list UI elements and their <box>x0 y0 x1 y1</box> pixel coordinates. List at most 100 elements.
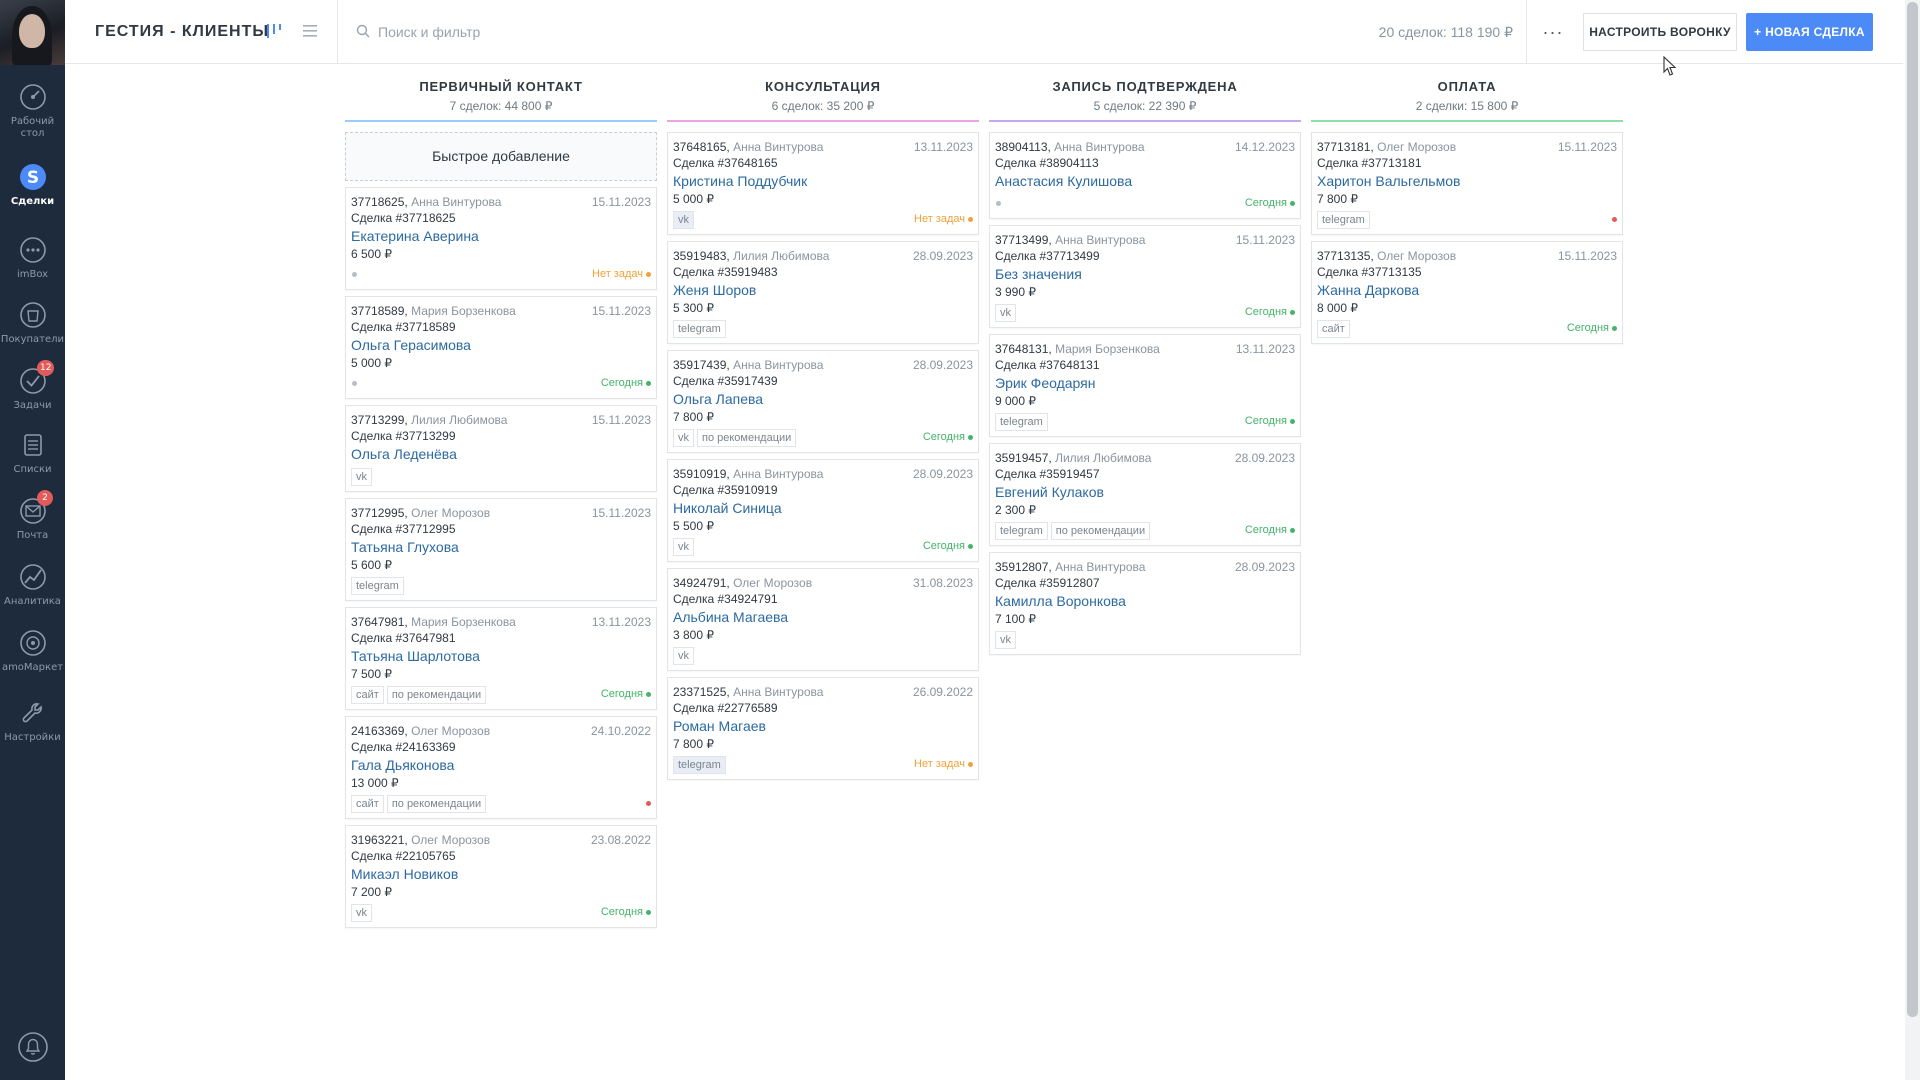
contact-link[interactable]: Харитон Вальгельмов <box>1317 173 1461 189</box>
contact-link[interactable]: Гала Дьяконова <box>351 757 455 773</box>
deal-tag[interactable]: telegram <box>995 522 1048 540</box>
deal-card[interactable]: 24163369, Олег Морозов 24.10.2022 Сделка #… <box>345 716 657 819</box>
deal-card[interactable]: 31963221, Олег Морозов 23.08.2022 Сделка #… <box>345 825 657 928</box>
scrollbar-thumb[interactable] <box>1907 2 1918 1017</box>
vertical-scrollbar[interactable] <box>1905 0 1920 1080</box>
deal-card[interactable]: 35919483, Лилия Любимова 28.09.2023 Сделка… <box>667 241 979 344</box>
sidebar-item-mail[interactable]: 2 Почта <box>0 490 65 542</box>
deal-tag[interactable]: vk <box>995 304 1016 322</box>
deal-tag[interactable]: vk <box>673 538 694 556</box>
empty-tags-dot <box>352 381 357 386</box>
deal-card[interactable]: 38904113, Анна Винтурова 14.12.2023 Сделка… <box>989 132 1301 219</box>
sidebar-item-tasks[interactable]: 12 Задачи <box>0 360 65 412</box>
notifications-bell-icon[interactable] <box>17 1030 49 1064</box>
deal-card[interactable]: 37713181, Олег Морозов 15.11.2023 Сделка #… <box>1311 132 1623 235</box>
status-dot <box>646 909 651 915</box>
deal-tag[interactable]: vk <box>673 211 694 229</box>
contact-link[interactable]: Татьяна Шарлотова <box>351 648 480 664</box>
deal-card[interactable]: 37718589, Мария Борзенкова 15.11.2023 Сдел… <box>345 296 657 399</box>
deal-tag[interactable]: vk <box>351 468 372 486</box>
deal-tag[interactable]: по рекомендации <box>1050 522 1151 540</box>
kanban-view-icon[interactable] <box>265 22 283 40</box>
sidebar-item-label: Сделки <box>10 196 55 207</box>
deal-card[interactable]: 37647981, Мария Борзенкова 13.11.2023 Сдел… <box>345 607 657 710</box>
deal-tag[interactable]: vk <box>995 631 1016 649</box>
new-deal-button[interactable]: + НОВАЯ СДЕЛКА <box>1746 13 1873 51</box>
contact-link[interactable]: Альбина Магаева <box>673 609 789 625</box>
sidebar-item-lists[interactable]: Списки <box>0 430 65 476</box>
deal-tag[interactable]: по рекомендации <box>386 795 487 813</box>
deal-card[interactable]: 37713299, Лилия Любимова 15.11.2023 Сделка… <box>345 405 657 492</box>
responsible-user: Олег Морозов <box>411 724 491 738</box>
column-summary: 5 сделок: 22 390 ₽ <box>1093 99 1197 113</box>
more-options-button[interactable]: ··· <box>1538 18 1568 46</box>
deal-tag[interactable]: сайт <box>351 686 384 704</box>
quick-add-button[interactable]: Быстрое добавление <box>345 132 657 181</box>
deal-card[interactable]: 35910919, Анна Винтурова 28.09.2023 Сделка… <box>667 459 979 562</box>
deal-tag[interactable]: telegram <box>673 756 726 774</box>
deal-tag[interactable]: telegram <box>1317 211 1370 229</box>
contact-link[interactable]: Жанна Даркова <box>1317 282 1420 298</box>
contact-link[interactable]: Эрик Феодарян <box>995 375 1096 391</box>
sidebar-item-dashboard[interactable]: Рабочий стол <box>0 82 65 140</box>
deal-tag[interactable]: сайт <box>351 795 384 813</box>
sidebar-item-market[interactable]: amoМаркет <box>0 628 65 674</box>
deal-tag[interactable]: по рекомендации <box>386 686 487 704</box>
sidebar-item-customers[interactable]: Покупатели <box>0 300 65 346</box>
contact-link[interactable]: Анастасия Кулишова <box>995 173 1133 189</box>
deal-card[interactable]: 37713499, Анна Винтурова 15.11.2023 Сделка… <box>989 225 1301 328</box>
card-header: 35912807, Анна Винтурова <box>995 560 1146 574</box>
deal-tag[interactable]: telegram <box>673 320 726 338</box>
contact-link[interactable]: Ольга Леденёва <box>351 446 457 462</box>
deal-card[interactable]: 37718625, Анна Винтурова 15.11.2023 Сделка… <box>345 187 657 290</box>
sidebar-item-analytics[interactable]: Аналитика <box>0 562 65 608</box>
deal-name: Сделка #37713499 <box>995 249 1100 263</box>
deal-tag[interactable]: telegram <box>995 413 1048 431</box>
deal-card[interactable]: 37713135, Олег Морозов 15.11.2023 Сделка #… <box>1311 241 1623 344</box>
contact-link[interactable]: Роман Магаев <box>673 718 766 734</box>
search-input[interactable] <box>378 18 878 46</box>
deal-tag[interactable]: telegram <box>351 577 404 595</box>
column-header: ПЕРВИЧНЫЙ КОНТАКТ 7 сделок: 44 800 ₽ <box>345 78 657 114</box>
deal-card[interactable]: 34924791, Олег Морозов 31.08.2023 Сделка #… <box>667 568 979 671</box>
deal-tag[interactable]: vk <box>673 429 694 447</box>
contact-link[interactable]: Камилла Воронкова <box>995 593 1126 609</box>
contact-link[interactable]: Ольга Герасимова <box>351 337 471 353</box>
contact-link[interactable]: Екатерина Аверина <box>351 228 479 244</box>
contact-link[interactable]: Ольга Лапева <box>673 391 764 407</box>
deal-card[interactable]: 35917439, Анна Винтурова 28.09.2023 Сделка… <box>667 350 979 453</box>
deal-card[interactable]: 37648131, Мария Борзенкова 13.11.2023 Сдел… <box>989 334 1301 437</box>
contact-link[interactable]: Евгений Кулаков <box>995 484 1104 500</box>
deal-tag[interactable]: по рекомендации <box>697 429 797 447</box>
list-view-icon[interactable] <box>301 22 319 40</box>
card-header: 37713499, Анна Винтурова <box>995 233 1146 247</box>
deal-id: 35919483 <box>673 249 727 263</box>
sidebar-item-settings[interactable]: Настройки <box>0 698 65 744</box>
sidebar-item-chat[interactable]: imBox <box>0 235 65 281</box>
contact-link[interactable]: Кристина Поддубчик <box>673 173 808 189</box>
user-avatar[interactable] <box>0 0 65 65</box>
deal-tag[interactable]: сайт <box>1317 320 1350 338</box>
deal-price: 5 000 ₽ <box>351 356 392 370</box>
deal-tag[interactable]: vk <box>673 647 694 665</box>
responsible-user: Мария Борзенкова <box>411 304 516 318</box>
deal-card[interactable]: 35912807, Анна Винтурова 28.09.2023 Сделка… <box>989 552 1301 655</box>
contact-link[interactable]: Без значения <box>995 266 1082 282</box>
deal-card[interactable]: 37648165, Анна Винтурова 13.11.2023 Сделка… <box>667 132 979 235</box>
card-footer: telegram Сегодня <box>995 411 1295 431</box>
sidebar-item-deals[interactable]: S Сделки <box>0 162 65 208</box>
contact-link[interactable]: Татьяна Глухова <box>351 539 459 555</box>
setup-pipeline-button[interactable]: НАСТРОИТЬ ВОРОНКУ <box>1583 13 1737 51</box>
deal-tag[interactable]: vk <box>351 904 372 922</box>
status-dot <box>968 761 973 767</box>
sidebar-item-label: Аналитика <box>4 596 61 607</box>
contact-link[interactable]: Микаэл Новиков <box>351 866 459 882</box>
deal-card[interactable]: 37712995, Олег Морозов 15.11.2023 Сделка #… <box>345 498 657 601</box>
contact-link[interactable]: Женя Шоров <box>673 282 757 298</box>
card-header: 23371525, Анна Винтурова <box>673 685 824 699</box>
contact-link[interactable]: Николай Синица <box>673 500 782 516</box>
deal-card[interactable]: 23371525, Анна Винтурова 26.09.2022 Сделка… <box>667 677 979 780</box>
pipeline-title[interactable]: ГЕСТИЯ - КЛИЕНТЫ <box>95 23 270 40</box>
card-footer: vk <box>673 645 973 665</box>
deal-card[interactable]: 35919457, Лилия Любимова 28.09.2023 Сделка… <box>989 443 1301 546</box>
